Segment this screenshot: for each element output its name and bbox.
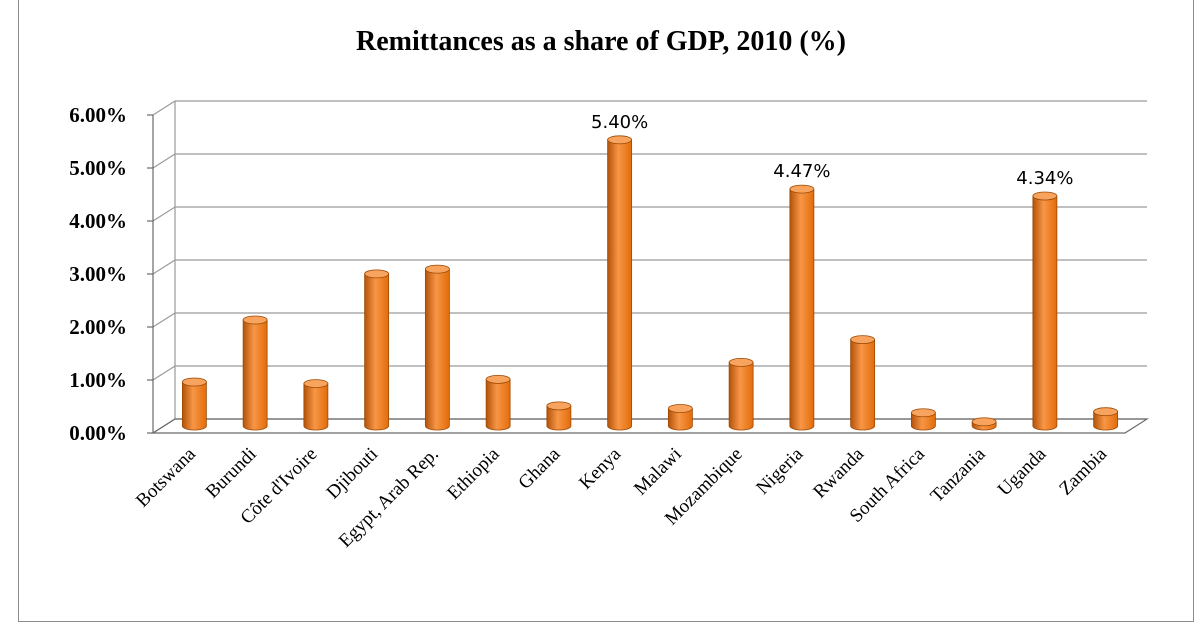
- side-gridline: [152, 312, 176, 328]
- y-tick-label: 6.00%: [69, 103, 127, 127]
- x-tick-label: Malawi: [630, 444, 686, 500]
- bar: [850, 335, 876, 431]
- bar: [789, 184, 815, 431]
- chart-title: Remittances as a share of GDP, 2010 (%): [356, 26, 846, 57]
- side-gridline: [152, 365, 176, 381]
- bar: [667, 404, 693, 431]
- y-tick-label: 0.00%: [69, 421, 127, 445]
- side-gridline: [152, 100, 176, 116]
- bar: [485, 374, 511, 431]
- bar: [971, 417, 997, 431]
- x-tick-label: Rwanda: [809, 443, 868, 502]
- side-gridline: [152, 206, 176, 222]
- data-label: 4.47%: [773, 161, 830, 182]
- x-tick-label: Ghana: [514, 443, 564, 493]
- bar: [910, 408, 936, 431]
- data-label: 4.34%: [1016, 168, 1073, 189]
- x-tick-label: Uganda: [994, 443, 1051, 500]
- floor: [150, 418, 1150, 434]
- bar: [607, 135, 633, 431]
- bar: [364, 269, 390, 431]
- x-tick-label: Nigeria: [752, 443, 808, 499]
- bar: [1032, 191, 1058, 431]
- data-label: 5.40%: [591, 112, 648, 133]
- bar: [546, 401, 572, 431]
- x-tick-label: Burundi: [202, 444, 261, 503]
- y-tick-label: 4.00%: [69, 209, 127, 233]
- gridlines: [152, 100, 1147, 434]
- bar: [728, 357, 754, 431]
- x-tick-label: Zambia: [1055, 443, 1111, 499]
- y-tick-label: 3.00%: [69, 262, 127, 286]
- x-tick-label: Ethiopia: [443, 443, 504, 504]
- bar: [424, 264, 450, 431]
- bar: [242, 315, 268, 431]
- y-axis: 0.00% 1.00% 2.00% 3.00% 4.00% 5.00% 6.00%: [69, 103, 1150, 445]
- side-gridline: [152, 259, 176, 275]
- side-gridline: [152, 153, 176, 169]
- bar: [181, 377, 207, 431]
- y-tick-label: 5.00%: [69, 156, 127, 180]
- x-tick-label: Tanzania: [927, 443, 991, 507]
- y-tick-label: 2.00%: [69, 315, 127, 339]
- x-tick-label: Kenya: [575, 443, 625, 493]
- x-tick-label: Djibouti: [323, 444, 383, 504]
- x-tick-label: Botswana: [132, 443, 200, 511]
- bars: [181, 135, 1119, 431]
- bar: [303, 379, 329, 431]
- y-tick-label: 1.00%: [69, 368, 127, 392]
- bar: [1093, 407, 1119, 431]
- chart-frame: [18, 0, 1194, 622]
